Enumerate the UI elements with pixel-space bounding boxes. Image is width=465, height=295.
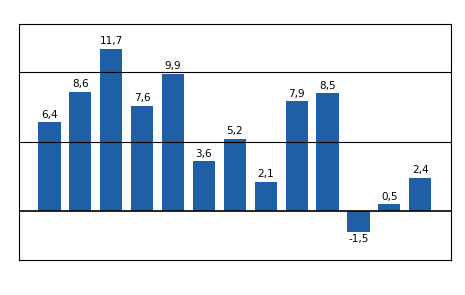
Bar <box>255 182 277 211</box>
Bar <box>162 73 184 211</box>
Text: 8,6: 8,6 <box>72 79 89 89</box>
Text: 5,2: 5,2 <box>226 126 243 136</box>
Bar <box>378 204 400 211</box>
Text: 2,4: 2,4 <box>412 165 429 175</box>
Bar <box>193 161 215 211</box>
Text: 8,5: 8,5 <box>319 81 336 91</box>
Text: 6,4: 6,4 <box>41 110 58 120</box>
Text: 2,1: 2,1 <box>258 169 274 179</box>
Text: 11,7: 11,7 <box>100 36 123 46</box>
Bar <box>347 211 370 232</box>
Bar <box>316 93 339 211</box>
Bar <box>38 122 60 211</box>
Text: 7,6: 7,6 <box>134 93 150 103</box>
Bar <box>100 49 122 211</box>
Bar <box>131 106 153 211</box>
Text: 3,6: 3,6 <box>196 149 212 158</box>
Bar <box>286 101 308 211</box>
Bar <box>224 139 246 211</box>
Text: 0,5: 0,5 <box>381 191 398 201</box>
Bar <box>409 178 432 211</box>
Bar <box>69 92 92 211</box>
Text: -1,5: -1,5 <box>348 234 369 244</box>
Text: 7,9: 7,9 <box>288 89 305 99</box>
Text: 9,9: 9,9 <box>165 61 181 71</box>
